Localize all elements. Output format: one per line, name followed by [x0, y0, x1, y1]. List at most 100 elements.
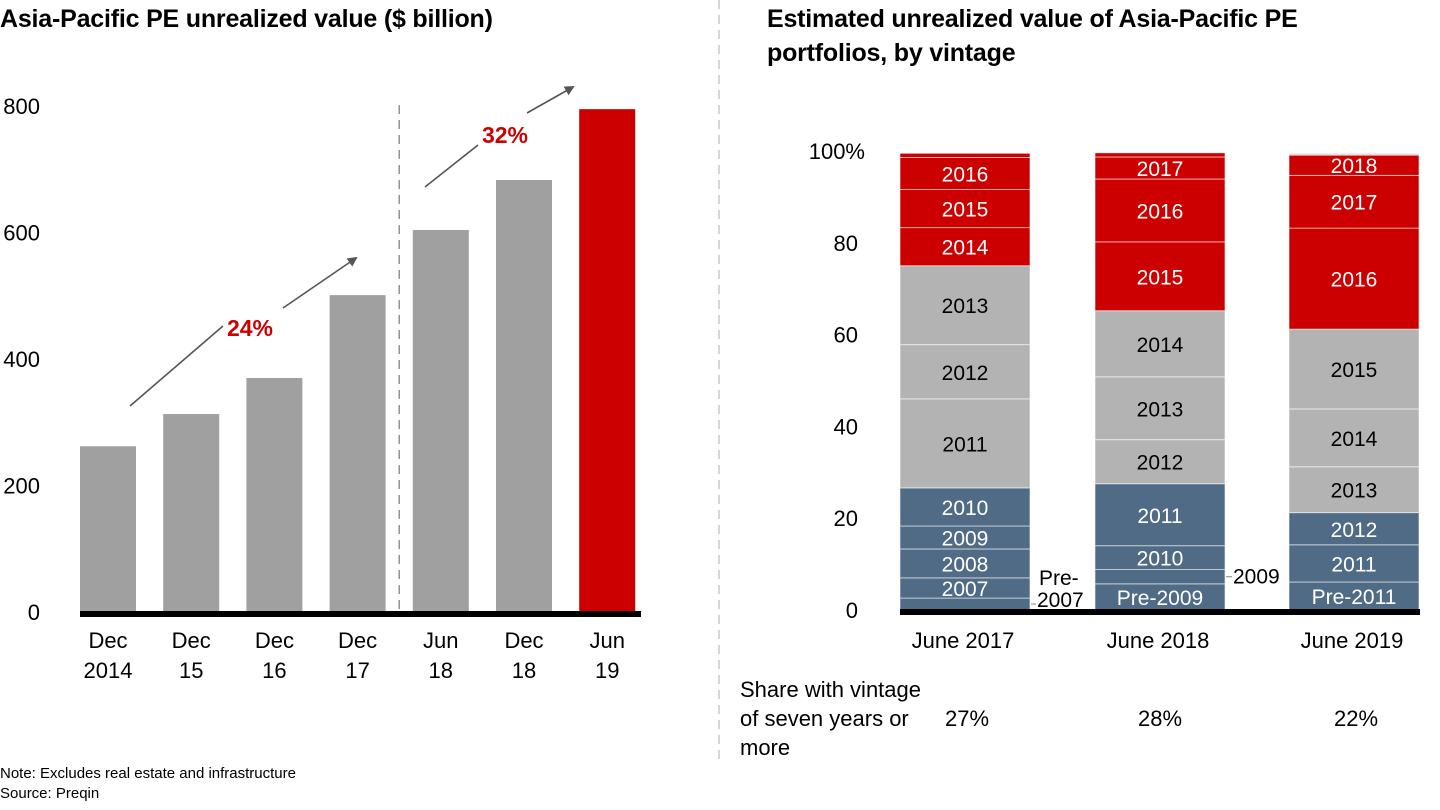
x-axis-baseline [80, 611, 641, 617]
segment-label: 2014 [942, 237, 989, 260]
segment-label: 2014 [1137, 334, 1184, 357]
growth-rate-label: 32% [482, 122, 528, 148]
stack-segment [1094, 376, 1226, 441]
stack-segment [1288, 466, 1420, 514]
x-tick-label: June 2017 [912, 628, 1015, 653]
segment-label: 2009 [942, 527, 989, 550]
stack-segment [1094, 483, 1226, 547]
share-row-label: Share with vintage of seven years or mor… [740, 677, 921, 760]
stack-segment [1094, 152, 1226, 158]
segment-label: 2013 [1137, 398, 1184, 421]
growth-arrow-tail [129, 325, 224, 407]
bar [329, 295, 386, 612]
x-tick-label: Dec [338, 628, 377, 653]
x-tick-label: June 2018 [1107, 628, 1210, 653]
segment-label: 2018 [1331, 155, 1378, 178]
stack-segment [1288, 328, 1420, 410]
growth-arrow-head [526, 86, 575, 114]
segment-label: 2015 [1331, 359, 1378, 382]
y-tick-label: 400 [3, 347, 40, 372]
segment-label: 2011 [1137, 505, 1182, 528]
stack-segment [899, 189, 1031, 229]
stack-segment [1288, 544, 1420, 583]
y-tick-label: 200 [3, 474, 40, 499]
bar [80, 446, 136, 612]
growth-arrow-head [282, 256, 358, 309]
x-tick-label: 2014 [84, 658, 133, 683]
segment-label: 2010 [1137, 548, 1184, 571]
x-tick-label: Dec [88, 628, 127, 653]
segment-label-outside: 2007 [1037, 589, 1084, 612]
y-tick-label: 100% [809, 139, 865, 164]
segment-label: 2015 [1137, 266, 1184, 289]
bar [412, 229, 469, 612]
segment-label: 2017 [1137, 158, 1184, 181]
segment-label: 2016 [1331, 269, 1378, 292]
segment-label: Pre-2009 [1117, 587, 1203, 610]
stack-segment [1094, 178, 1226, 243]
x-tick-label: Dec [172, 628, 211, 653]
x-tick-label: 17 [345, 658, 369, 683]
segment-label: 2017 [1331, 192, 1378, 215]
x-tick-label: 16 [262, 658, 286, 683]
stack-segment [899, 152, 1031, 158]
right-stacked-chart: 020406080100%Pre-20072007200820092010201… [809, 139, 1420, 653]
y-tick-label: 600 [3, 221, 40, 246]
stack-segment [1094, 583, 1226, 611]
x-tick-label: 18 [512, 658, 536, 683]
stack-segment [899, 227, 1031, 267]
y-tick-label: 80 [834, 231, 858, 256]
segment-label: 2013 [942, 295, 989, 318]
x-tick-label: 19 [595, 658, 619, 683]
y-tick-label: 0 [846, 598, 858, 623]
share-value-june-2018: 28% [1137, 706, 1183, 731]
segment-label: 2008 [942, 553, 989, 576]
x-tick-label: Dec [255, 628, 294, 653]
stack-segment [1094, 241, 1226, 312]
stack-segment [1094, 569, 1226, 585]
growth-rate-label: 24% [227, 315, 273, 341]
segment-label-outside: Pre- [1039, 567, 1079, 590]
x-axis-baseline [900, 609, 1420, 615]
segment-label: Pre-2011 [1312, 586, 1397, 609]
x-tick-label: June 2019 [1301, 628, 1404, 653]
segment-label: 2013 [1331, 480, 1378, 503]
x-tick-label: 18 [429, 658, 453, 683]
y-tick-label: 20 [834, 506, 858, 531]
y-tick-label: 800 [3, 94, 40, 119]
segment-label: 2015 [942, 199, 989, 222]
source-note: Source: Preqin [0, 785, 100, 802]
segment-label-outside: 2009 [1233, 566, 1280, 589]
segment-label: 2016 [1137, 200, 1184, 223]
stack-segment [1288, 408, 1420, 468]
segment-label: 2007 [942, 578, 989, 601]
stack-segment [1094, 310, 1226, 378]
left-chart-title: Asia-Pacific PE unrealized value ($ bill… [0, 5, 493, 33]
right-chart-title: Estimated unrealized value of Asia-Pacif… [767, 5, 1298, 67]
segment-label: 2016 [942, 163, 989, 186]
x-tick-label: 15 [179, 658, 203, 683]
stack-segment [899, 344, 1031, 400]
growth-arrow-tail [424, 144, 479, 188]
y-tick-label: 0 [28, 600, 40, 625]
stack-segment [899, 265, 1031, 346]
stack-segment [1288, 152, 1420, 156]
stack-segment [1288, 227, 1420, 330]
stack-segment [1288, 581, 1420, 611]
segment-label: 2011 [942, 433, 987, 456]
segment-label: 2011 [1331, 553, 1376, 576]
bar [579, 109, 636, 612]
left-bar-chart: 0 200 400 600 800 Dec 2014 Dec 15 Dec 16 Dec 17 Jun 18… [3, 86, 641, 683]
y-tick-label: 40 [834, 414, 858, 439]
y-tick-label: 60 [834, 323, 858, 348]
segment-label: 2014 [1331, 428, 1378, 451]
bar [496, 180, 552, 612]
share-value-june-2017: 27% [944, 706, 990, 731]
stack-segment [899, 548, 1031, 579]
stack-segment [899, 487, 1031, 527]
x-tick-label: Jun [589, 628, 624, 653]
segment-label: 2012 [1137, 452, 1184, 475]
stack-segment [1288, 174, 1420, 229]
x-tick-label: Jun [423, 628, 458, 653]
